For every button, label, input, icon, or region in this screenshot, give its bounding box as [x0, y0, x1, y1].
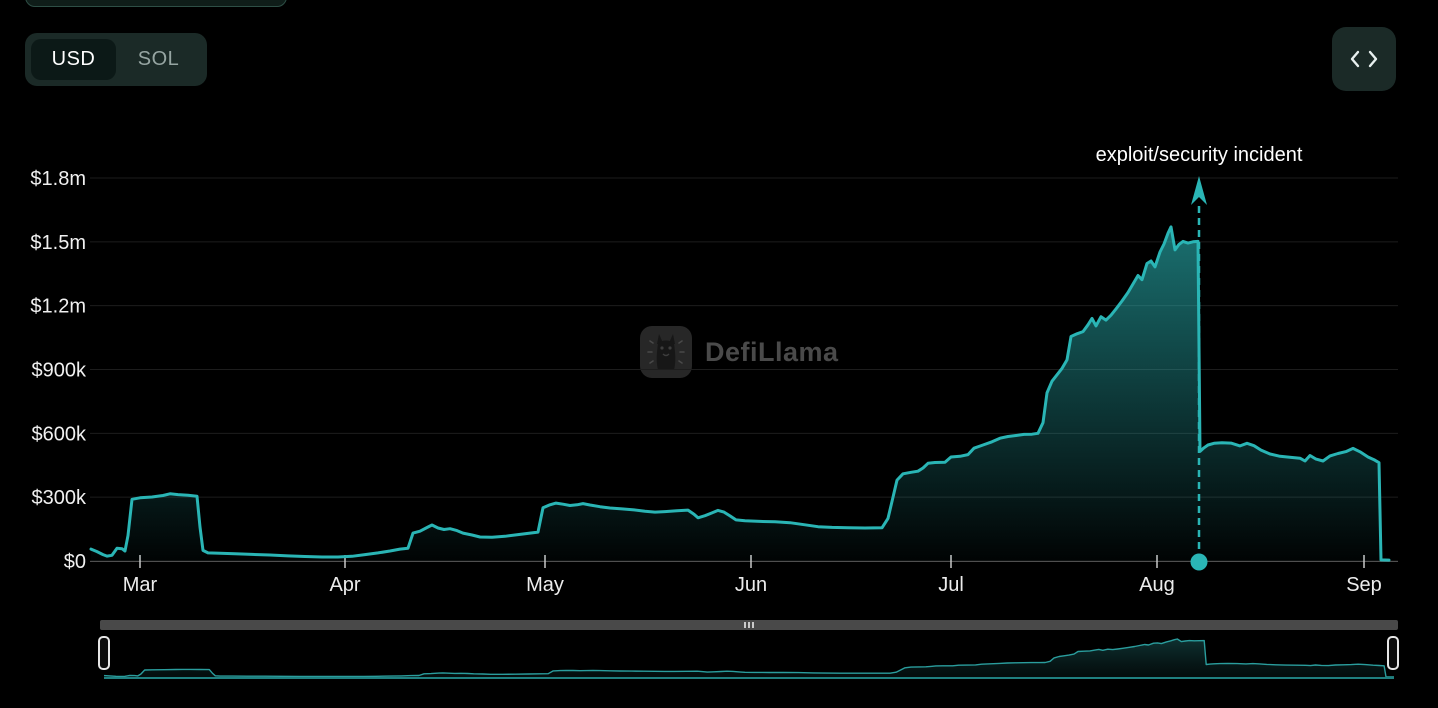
- y-axis-label: $600k: [32, 423, 87, 445]
- brush-mini-line: [103, 638, 1394, 678]
- embed-chart-button[interactable]: [1332, 27, 1396, 91]
- brush-handle-left[interactable]: [98, 636, 110, 670]
- x-axis-label: Aug: [1139, 574, 1175, 596]
- y-axis-label: $300k: [32, 487, 87, 509]
- tvl-line: [89, 225, 1391, 562]
- y-axis-label: $0: [64, 551, 86, 573]
- currency-option-sol[interactable]: SOL: [137, 48, 180, 70]
- x-axis-label: Jun: [735, 574, 767, 596]
- annotation-arrowhead-icon: [1191, 176, 1207, 205]
- y-axis-label: $1.8m: [30, 168, 86, 190]
- y-axis-label: $900k: [32, 360, 87, 382]
- x-axis-label: Mar: [123, 574, 158, 596]
- annotation-event-dot[interactable]: [1190, 553, 1208, 571]
- y-axis-label: $1.2m: [30, 296, 86, 318]
- tvl-area-fill: [91, 226, 1389, 561]
- brush-mini-area[interactable]: [104, 639, 1394, 677]
- x-axis-label: May: [526, 574, 564, 596]
- exploit-annotation-label: exploit/security incident: [1095, 144, 1303, 166]
- y-axis-label: $1.5m: [30, 232, 86, 254]
- currency-option-usd[interactable]: USD: [31, 39, 116, 80]
- x-axis-label: Jul: [938, 574, 964, 596]
- x-axis-label: Sep: [1346, 574, 1382, 596]
- drag-grip-icon[interactable]: [744, 622, 754, 628]
- brush-handle-right[interactable]: [1387, 636, 1399, 670]
- code-embed-icon: [1350, 50, 1378, 68]
- brush-track-bar[interactable]: [100, 620, 1398, 630]
- x-axis-label: Apr: [329, 574, 360, 596]
- currency-toggle: USD SOL: [25, 33, 207, 86]
